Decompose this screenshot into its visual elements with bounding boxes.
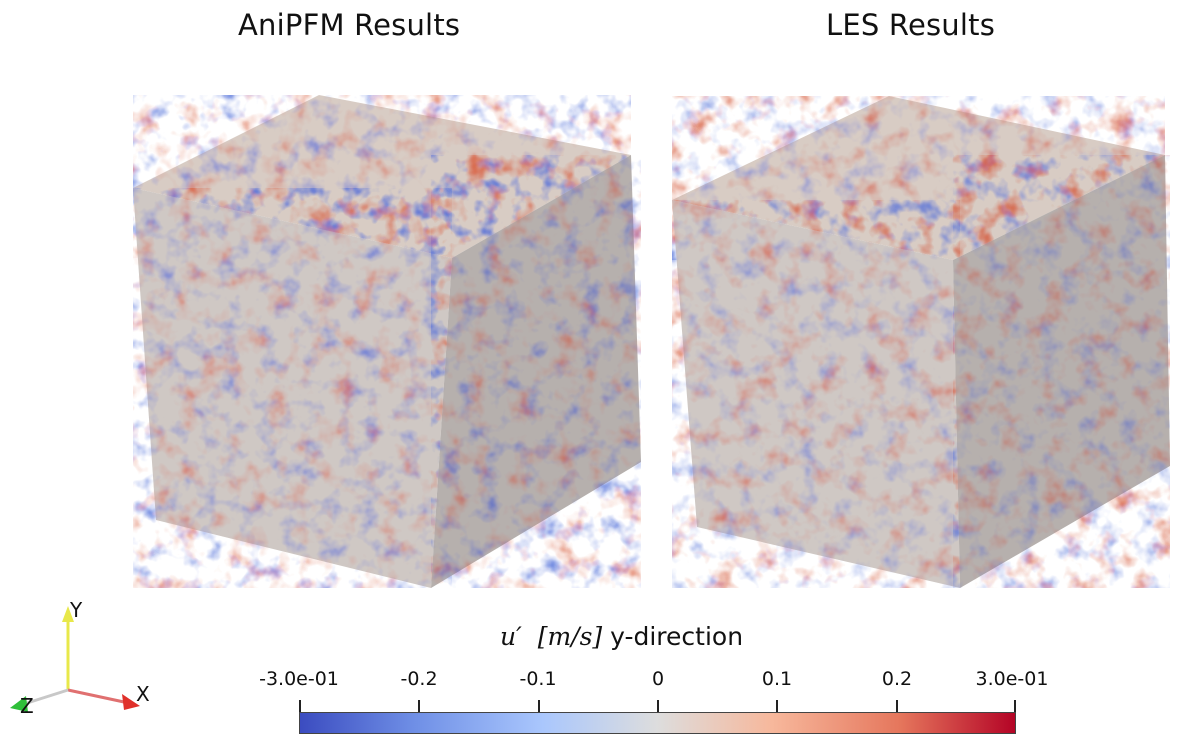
colorbar-tick-label: 0 (651, 668, 665, 690)
colorbar-tick-label: -3.0e-01 (259, 668, 339, 690)
y-axis-arrow-icon (62, 606, 74, 622)
axis-label-z: Z (20, 694, 34, 718)
colorbar-tick-label: -0.2 (400, 668, 438, 690)
z-axis-line (23, 688, 69, 706)
cube-les[interactable] (672, 96, 1170, 588)
cube-anipfm-left-face (133, 188, 452, 588)
x-axis-line (67, 688, 125, 704)
x-axis-arrow-icon (122, 694, 140, 710)
colorbar-tick-label: 3.0e-01 (975, 668, 1049, 690)
cube-les-top-face (672, 96, 1165, 260)
cube-visualizations[interactable] (0, 0, 1200, 600)
colorbar-tick (896, 700, 898, 712)
cube-anipfm-right-face (431, 155, 641, 588)
colorbar-title: u′ [m/s] y-direction (500, 622, 743, 651)
panel-title-anipfm: AniPFM Results (238, 8, 461, 42)
colorbar-gradient (299, 712, 1016, 734)
colorbar-tick (299, 700, 301, 712)
colorbar-tick-label: 0.1 (761, 668, 793, 690)
colorbar-tick (418, 700, 420, 712)
colorbar-units: [m/s] (537, 622, 603, 651)
cube-anipfm-top-face (133, 95, 631, 258)
cube-les-left-face (672, 200, 960, 588)
colorbar-tick (1014, 700, 1016, 712)
colorbar-tick-label: 0.2 (881, 668, 913, 690)
cube-les-right-face (953, 155, 1170, 588)
colorbar-tick-label: -0.1 (519, 668, 557, 690)
colorbar-tick (776, 700, 778, 712)
orientation-axes (10, 606, 140, 712)
colorbar-direction: y-direction (610, 622, 744, 651)
colorbar-tick (538, 700, 540, 712)
z-axis-arrow-icon (10, 696, 28, 712)
cube-anipfm[interactable] (133, 95, 641, 588)
axis-label-y: Y (70, 598, 83, 622)
colorbar-symbol: u′ (500, 622, 522, 651)
panel-title-les: LES Results (826, 8, 996, 42)
colorbar-tick (657, 700, 659, 712)
axis-label-x: X (136, 682, 150, 706)
